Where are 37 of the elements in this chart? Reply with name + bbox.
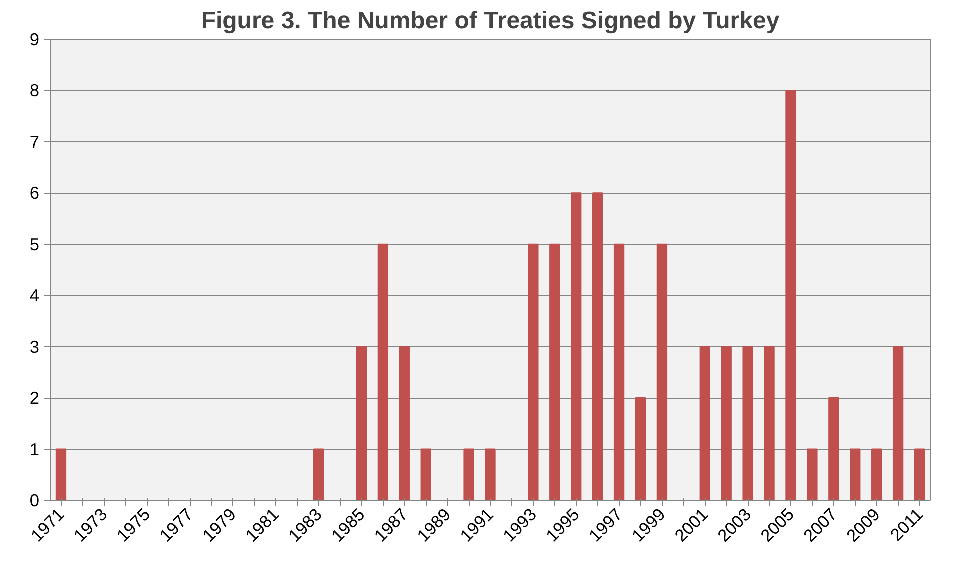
bar <box>807 448 818 500</box>
y-tick-label: 7 <box>30 132 40 152</box>
bar <box>700 346 710 500</box>
bar <box>485 448 496 500</box>
bar <box>764 346 775 500</box>
bar <box>571 192 582 500</box>
bar <box>850 448 861 500</box>
bar <box>656 244 668 500</box>
bar <box>828 398 840 500</box>
bar <box>872 448 882 500</box>
bar <box>56 448 67 500</box>
bar <box>721 346 732 500</box>
y-tick-label: 2 <box>30 388 40 408</box>
bar <box>464 448 474 500</box>
bar <box>550 244 560 500</box>
bar <box>614 244 625 500</box>
bar <box>635 398 646 500</box>
y-tick-label: 6 <box>30 183 40 204</box>
bar <box>786 90 796 500</box>
y-tick-label: 9 <box>30 30 40 50</box>
y-tick-label: 8 <box>30 80 40 101</box>
bar <box>420 448 432 500</box>
bar <box>914 448 926 500</box>
y-tick-label: 5 <box>30 234 40 254</box>
bar <box>378 244 389 500</box>
bar <box>356 346 368 500</box>
y-tick-label: 4 <box>30 286 40 306</box>
y-tick-label: 3 <box>30 336 40 357</box>
y-tick-label: 0 <box>30 490 40 510</box>
bar <box>313 448 324 500</box>
bar <box>892 346 904 500</box>
bar <box>528 244 539 500</box>
chart-title: Figure 3. The Number of Treaties Signed by Turkey <box>201 8 780 34</box>
y-tick-label: 1 <box>30 439 40 460</box>
bar <box>399 346 410 500</box>
bar <box>592 192 604 500</box>
bar <box>742 346 754 500</box>
